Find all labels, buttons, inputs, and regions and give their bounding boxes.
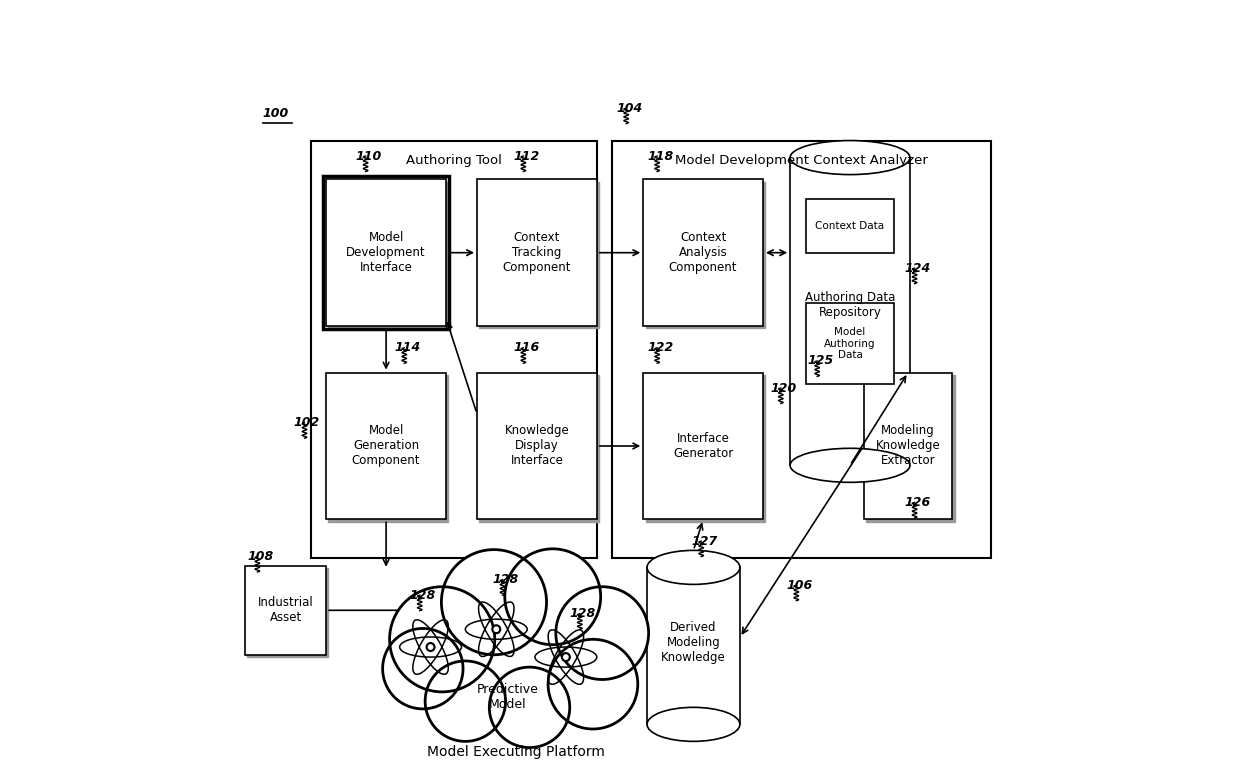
Text: Context
Tracking
Component: Context Tracking Component: [502, 231, 572, 274]
FancyBboxPatch shape: [790, 158, 910, 466]
Text: 114: 114: [394, 341, 420, 355]
FancyBboxPatch shape: [613, 140, 991, 558]
Circle shape: [562, 653, 570, 661]
Text: Modeling
Knowledge
Extractor: Modeling Knowledge Extractor: [875, 424, 940, 467]
Text: Authoring Tool: Authoring Tool: [405, 154, 502, 168]
Text: Model Executing Platform: Model Executing Platform: [427, 745, 605, 759]
Text: 125: 125: [807, 355, 833, 368]
Circle shape: [428, 645, 433, 650]
FancyBboxPatch shape: [326, 179, 446, 326]
Circle shape: [505, 549, 600, 645]
Text: Predictive
Model: Predictive Model: [477, 684, 539, 712]
Text: Authoring Data
Repository: Authoring Data Repository: [805, 291, 895, 319]
FancyBboxPatch shape: [866, 375, 955, 521]
Circle shape: [389, 587, 495, 692]
FancyBboxPatch shape: [647, 567, 740, 724]
FancyBboxPatch shape: [326, 372, 446, 519]
Text: Context
Analysis
Component: Context Analysis Component: [668, 231, 738, 274]
Text: 106: 106: [786, 579, 812, 591]
Text: 100: 100: [263, 107, 289, 120]
Text: 102: 102: [294, 416, 320, 429]
FancyBboxPatch shape: [646, 182, 765, 328]
Text: 128: 128: [569, 608, 596, 620]
FancyBboxPatch shape: [863, 372, 952, 519]
Circle shape: [548, 639, 637, 729]
Circle shape: [425, 661, 506, 741]
FancyBboxPatch shape: [644, 179, 763, 326]
Text: 118: 118: [647, 150, 673, 162]
Text: Knowledge
Display
Interface: Knowledge Display Interface: [505, 424, 569, 467]
Text: 120: 120: [771, 382, 797, 394]
Ellipse shape: [790, 140, 910, 175]
Text: 122: 122: [647, 341, 673, 355]
Text: Model
Generation
Component: Model Generation Component: [352, 424, 420, 467]
FancyBboxPatch shape: [247, 568, 329, 657]
Text: Interface
Generator: Interface Generator: [673, 432, 733, 460]
FancyBboxPatch shape: [311, 140, 596, 558]
FancyBboxPatch shape: [644, 372, 763, 519]
Circle shape: [494, 627, 498, 632]
FancyBboxPatch shape: [246, 566, 326, 655]
FancyBboxPatch shape: [329, 375, 449, 521]
Text: 116: 116: [513, 341, 539, 355]
Text: 126: 126: [904, 496, 931, 509]
FancyBboxPatch shape: [480, 375, 599, 521]
Ellipse shape: [647, 708, 740, 741]
Ellipse shape: [647, 550, 740, 584]
Text: 110: 110: [356, 150, 382, 162]
FancyBboxPatch shape: [329, 182, 449, 328]
FancyBboxPatch shape: [477, 372, 596, 519]
Text: Model Development Context Analyzer: Model Development Context Analyzer: [676, 154, 929, 168]
Text: Model
Authoring
Data: Model Authoring Data: [825, 327, 875, 360]
Text: Context Data: Context Data: [816, 220, 884, 230]
Text: Model
Development
Interface: Model Development Interface: [346, 231, 425, 274]
FancyBboxPatch shape: [806, 199, 894, 253]
Text: 104: 104: [616, 102, 642, 115]
Circle shape: [427, 643, 435, 651]
FancyBboxPatch shape: [480, 182, 599, 328]
Text: 128: 128: [492, 573, 518, 586]
Circle shape: [564, 655, 568, 660]
Circle shape: [383, 629, 463, 709]
Text: 127: 127: [691, 535, 718, 548]
FancyBboxPatch shape: [477, 179, 596, 326]
Text: 108: 108: [247, 550, 274, 563]
FancyBboxPatch shape: [806, 303, 894, 384]
FancyBboxPatch shape: [646, 375, 765, 521]
Circle shape: [492, 625, 501, 633]
Text: Derived
Modeling
Knowledge: Derived Modeling Knowledge: [661, 622, 725, 664]
Text: Industrial
Asset: Industrial Asset: [258, 596, 314, 625]
Circle shape: [490, 667, 569, 747]
Text: 128: 128: [409, 589, 436, 601]
Text: 124: 124: [904, 262, 931, 275]
Ellipse shape: [790, 449, 910, 483]
Circle shape: [441, 549, 547, 655]
Text: 112: 112: [513, 150, 539, 162]
Circle shape: [556, 587, 649, 680]
